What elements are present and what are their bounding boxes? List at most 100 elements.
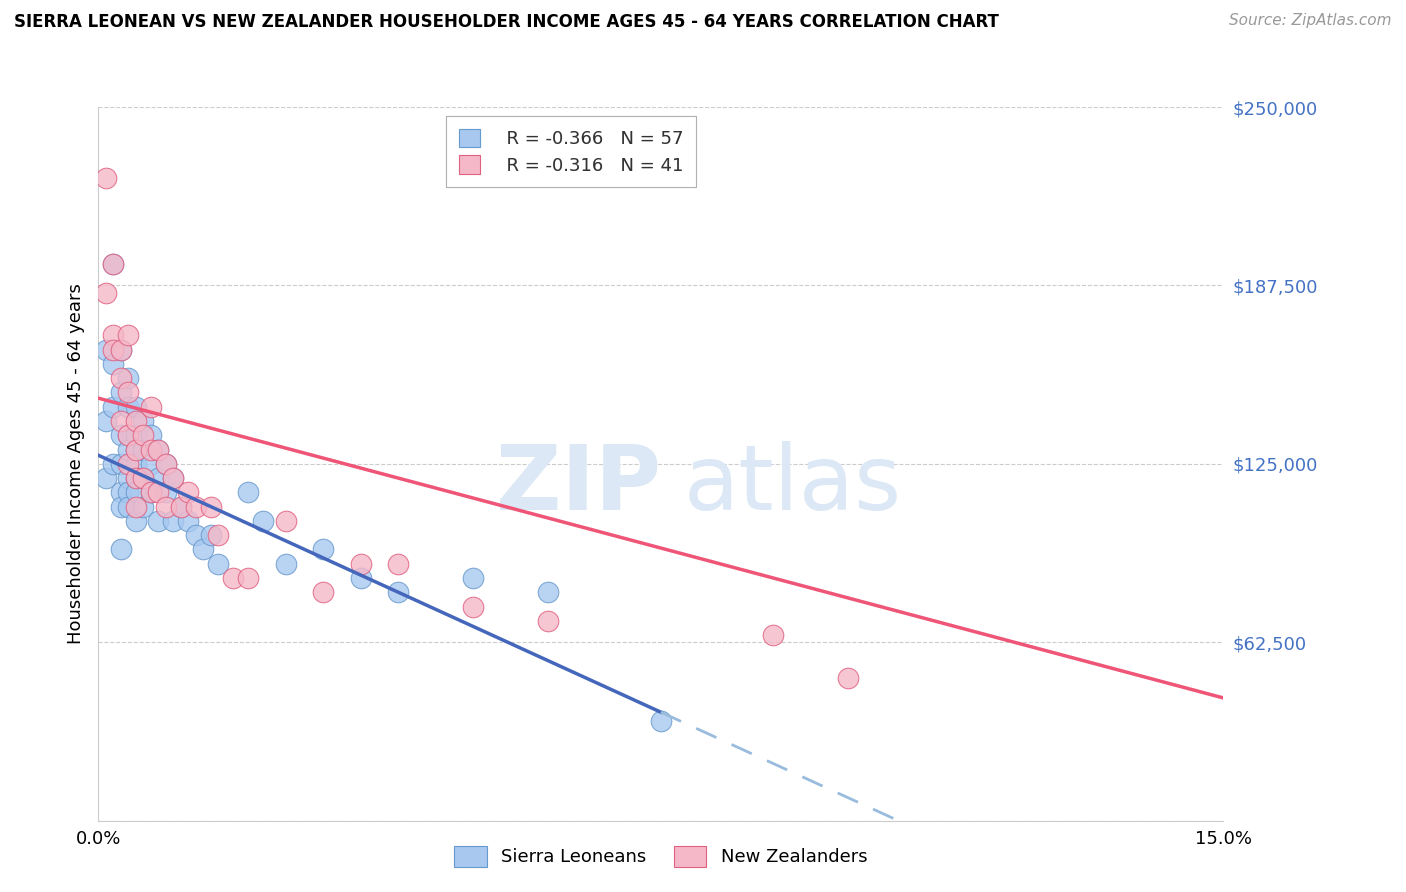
Point: [103, 257, 125, 271]
Point: [110, 457, 132, 471]
Point: [117, 428, 139, 442]
Point: [148, 442, 170, 457]
Point: [155, 457, 177, 471]
Point: [132, 442, 155, 457]
Point: [350, 571, 373, 585]
Point: [207, 557, 229, 571]
Point: [184, 500, 207, 514]
Text: SIERRA LEONEAN VS NEW ZEALANDER HOUSEHOLDER INCOME AGES 45 - 64 YEARS CORRELATIO: SIERRA LEONEAN VS NEW ZEALANDER HOUSEHOL…: [14, 13, 998, 31]
Point: [94, 171, 117, 186]
Point: [139, 428, 162, 442]
Point: [117, 471, 139, 485]
Point: [139, 485, 162, 500]
Point: [110, 500, 132, 514]
Point: [125, 457, 148, 471]
Point: [139, 485, 162, 500]
Point: [387, 585, 409, 599]
Y-axis label: Householder Income Ages 45 - 64 years: Householder Income Ages 45 - 64 years: [66, 284, 84, 644]
Point: [117, 485, 139, 500]
Point: [463, 571, 485, 585]
Point: [162, 471, 184, 485]
Point: [148, 471, 170, 485]
Point: [762, 628, 785, 642]
Point: [125, 442, 148, 457]
Point: [125, 414, 148, 428]
Point: [103, 457, 125, 471]
Point: [184, 528, 207, 542]
Point: [170, 500, 193, 514]
Point: [162, 514, 184, 528]
Point: [103, 400, 125, 414]
Point: [110, 343, 132, 357]
Point: [110, 485, 132, 500]
Point: [125, 400, 148, 414]
Point: [207, 528, 229, 542]
Point: [94, 343, 117, 357]
Point: [125, 428, 148, 442]
Point: [94, 414, 117, 428]
Point: [222, 571, 245, 585]
Point: [103, 328, 125, 343]
Point: [132, 414, 155, 428]
Point: [312, 542, 335, 557]
Point: [125, 442, 148, 457]
Point: [200, 528, 222, 542]
Point: [103, 343, 125, 357]
Point: [170, 500, 193, 514]
Point: [117, 400, 139, 414]
Point: [117, 328, 139, 343]
Point: [162, 471, 184, 485]
Point: [125, 471, 148, 485]
Point: [117, 500, 139, 514]
Point: [132, 471, 155, 485]
Point: [537, 585, 560, 599]
Point: [110, 414, 132, 428]
Legend: Sierra Leoneans, New Zealanders: Sierra Leoneans, New Zealanders: [446, 837, 876, 876]
Point: [350, 557, 373, 571]
Point: [125, 514, 148, 528]
Point: [132, 428, 155, 442]
Point: [200, 500, 222, 514]
Point: [312, 585, 335, 599]
Point: [94, 471, 117, 485]
Point: [177, 514, 200, 528]
Point: [139, 457, 162, 471]
Point: [238, 485, 260, 500]
Point: [132, 471, 155, 485]
Text: ZIP: ZIP: [496, 442, 661, 529]
Point: [110, 385, 132, 400]
Point: [110, 371, 132, 385]
Point: [125, 500, 148, 514]
Point: [103, 257, 125, 271]
Point: [139, 400, 162, 414]
Text: Source: ZipAtlas.com: Source: ZipAtlas.com: [1229, 13, 1392, 29]
Point: [125, 485, 148, 500]
Point: [155, 485, 177, 500]
Point: [139, 442, 162, 457]
Point: [148, 442, 170, 457]
Point: [387, 557, 409, 571]
Point: [110, 542, 132, 557]
Point: [238, 571, 260, 585]
Point: [110, 428, 132, 442]
Point: [537, 614, 560, 628]
Point: [117, 385, 139, 400]
Point: [274, 514, 297, 528]
Point: [193, 542, 215, 557]
Point: [155, 457, 177, 471]
Point: [155, 500, 177, 514]
Point: [463, 599, 485, 614]
Point: [125, 471, 148, 485]
Point: [117, 428, 139, 442]
Text: atlas: atlas: [683, 442, 901, 529]
Point: [94, 285, 117, 300]
Point: [117, 371, 139, 385]
Point: [117, 442, 139, 457]
Point: [177, 485, 200, 500]
Point: [148, 514, 170, 528]
Point: [103, 357, 125, 371]
Point: [274, 557, 297, 571]
Point: [650, 714, 672, 728]
Point: [252, 514, 274, 528]
Point: [132, 500, 155, 514]
